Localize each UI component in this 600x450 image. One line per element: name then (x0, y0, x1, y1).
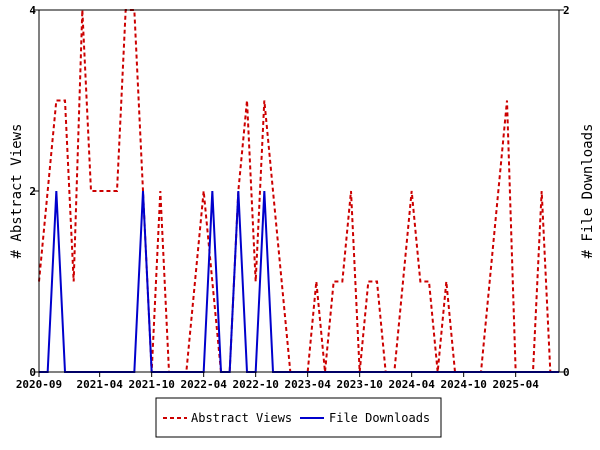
axis-layer: 2020-09 2021-04 2021-10 2022-04 2022-10 2023-… (16, 4, 570, 391)
legend-label-file-downloads: File Downloads (329, 411, 430, 425)
x-tick-label: 2023-04 (284, 378, 331, 391)
x-tick-label: 2025-04 (492, 378, 539, 391)
right-y-tick-label: 2 (563, 4, 570, 17)
x-tick-label: 2021-10 (128, 378, 174, 391)
legend: Abstract Views File Downloads (155, 397, 442, 438)
x-tick-label: 2022-04 (180, 378, 227, 391)
x-tick-label: 2020-09 (16, 378, 62, 391)
x-tick-label: 2024-10 (440, 378, 486, 391)
right-y-tick-label: 0 (563, 366, 570, 379)
legend-box (155, 397, 442, 438)
x-tick-label: 2022-10 (232, 378, 278, 391)
x-tick-label: 2021-04 (76, 378, 123, 391)
x-tick-label: 2023-10 (336, 378, 382, 391)
left-y-tick-label: 4 (29, 4, 36, 17)
left-y-tick-label: 0 (29, 366, 36, 379)
right-axis-title: # File Downloads (580, 124, 596, 259)
x-tick-label: 2024-04 (388, 378, 435, 391)
left-axis-title: # Abstract Views (9, 124, 25, 259)
legend-label-abstract-views: Abstract Views (191, 411, 292, 425)
left-y-tick-label: 2 (29, 185, 36, 198)
